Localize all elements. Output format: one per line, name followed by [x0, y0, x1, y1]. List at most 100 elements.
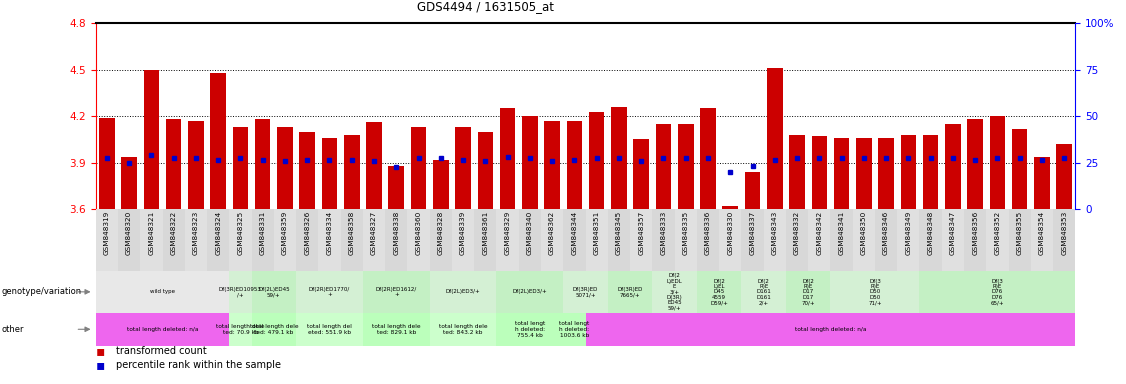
Text: GSM848357: GSM848357	[638, 210, 644, 255]
Text: GSM848320: GSM848320	[126, 210, 132, 255]
Bar	[188, 121, 204, 209]
Bar	[497, 271, 563, 313]
Bar	[254, 119, 270, 209]
Text: GSM848324: GSM848324	[215, 210, 221, 255]
Text: Df(2
R)E
D161
D161
2/+: Df(2 R)E D161 D161 2/+	[757, 278, 771, 305]
Bar	[430, 209, 452, 271]
Text: GSM848345: GSM848345	[616, 210, 622, 255]
Bar	[251, 313, 296, 346]
Text: total lengt
h deleted:
755.4 kb: total lengt h deleted: 755.4 kb	[515, 321, 545, 338]
Bar	[455, 127, 471, 209]
Bar	[118, 209, 141, 271]
Bar	[430, 313, 497, 346]
Text: Df(3
R)E
D50
D50
71/+: Df(3 R)E D50 D50 71/+	[868, 278, 882, 305]
Text: GSM848349: GSM848349	[905, 210, 911, 255]
Bar	[99, 118, 115, 209]
Text: GSM848360: GSM848360	[415, 210, 421, 255]
Bar	[763, 209, 786, 271]
Bar	[652, 271, 697, 313]
Bar	[808, 209, 830, 271]
Bar	[96, 313, 230, 346]
Bar	[674, 209, 697, 271]
Bar	[833, 138, 849, 209]
Bar	[563, 313, 586, 346]
Bar	[162, 209, 185, 271]
Bar	[430, 271, 497, 313]
Bar	[964, 209, 986, 271]
Text: Df(2L)ED3/+: Df(2L)ED3/+	[512, 289, 547, 295]
Text: GSM848328: GSM848328	[438, 210, 444, 255]
Text: GSM848359: GSM848359	[282, 210, 288, 255]
Bar	[96, 271, 230, 313]
Text: Df(2
L)EDL
E
3/+
D(3R)
ED45
59/+: Df(2 L)EDL E 3/+ D(3R) ED45 59/+	[667, 273, 682, 311]
Text: other: other	[1, 325, 24, 334]
Bar	[608, 271, 652, 313]
Text: Df(3R)ED
7665/+: Df(3R)ED 7665/+	[617, 286, 643, 297]
Text: GSM848339: GSM848339	[461, 210, 466, 255]
Bar	[875, 209, 897, 271]
Bar	[296, 271, 363, 313]
Bar	[207, 209, 230, 271]
Text: GSM848351: GSM848351	[593, 210, 600, 255]
Bar	[434, 160, 448, 209]
Bar	[678, 124, 694, 209]
Bar	[497, 209, 519, 271]
Bar	[233, 127, 248, 209]
Bar	[897, 209, 920, 271]
Text: GSM848348: GSM848348	[928, 210, 933, 255]
Bar	[941, 209, 964, 271]
Bar	[251, 271, 296, 313]
Bar	[1012, 129, 1027, 209]
Bar	[185, 209, 207, 271]
Text: Df(2L)ED45
59/+: Df(2L)ED45 59/+	[258, 286, 289, 297]
Text: Df(2R)ED1612/
+: Df(2R)ED1612/ +	[376, 286, 417, 297]
Bar	[901, 135, 917, 209]
Text: GSM848354: GSM848354	[1039, 210, 1045, 255]
Text: Df(2L)ED3/+: Df(2L)ED3/+	[446, 289, 481, 295]
Bar	[741, 271, 786, 313]
Bar	[452, 209, 474, 271]
Bar	[589, 111, 605, 209]
Text: GSM848347: GSM848347	[950, 210, 956, 255]
Bar	[166, 119, 181, 209]
Bar	[274, 209, 296, 271]
Text: GSM848342: GSM848342	[816, 210, 822, 255]
Text: transformed count: transformed count	[116, 346, 207, 356]
Text: total length dele
ted: 70.9 kb: total length dele ted: 70.9 kb	[216, 324, 265, 335]
Bar	[230, 209, 251, 271]
Bar	[789, 135, 805, 209]
Text: GSM848353: GSM848353	[1061, 210, 1067, 255]
Text: GSM848326: GSM848326	[304, 210, 311, 255]
Bar	[856, 138, 872, 209]
Text: GSM848334: GSM848334	[327, 210, 332, 255]
Bar	[652, 209, 674, 271]
Text: GSM848346: GSM848346	[883, 210, 890, 255]
Bar	[967, 119, 983, 209]
Text: GSM848355: GSM848355	[1017, 210, 1022, 255]
Bar	[608, 209, 631, 271]
Text: percentile rank within the sample: percentile rank within the sample	[116, 360, 282, 370]
Text: GSM848331: GSM848331	[260, 210, 266, 255]
Text: genotype/variation: genotype/variation	[1, 287, 81, 296]
Text: Df(3R)ED10953
/+: Df(3R)ED10953 /+	[218, 286, 262, 297]
Bar	[741, 209, 763, 271]
Bar	[563, 209, 586, 271]
Bar	[540, 209, 563, 271]
Text: Df(2
L)EL
D45
4559
D59/+: Df(2 L)EL D45 4559 D59/+	[711, 278, 729, 305]
Text: GSM848329: GSM848329	[504, 210, 510, 255]
Bar	[366, 122, 382, 209]
Bar	[144, 70, 159, 209]
Text: GSM848332: GSM848332	[794, 210, 801, 255]
Bar	[1030, 209, 1053, 271]
Text: GSM848344: GSM848344	[571, 210, 578, 255]
Text: GSM848330: GSM848330	[727, 210, 733, 255]
Bar	[563, 271, 608, 313]
Bar	[852, 209, 875, 271]
Text: GSM848319: GSM848319	[104, 210, 110, 255]
Bar	[586, 209, 608, 271]
Bar	[300, 132, 315, 209]
Text: GSM848333: GSM848333	[661, 210, 667, 255]
Bar	[697, 271, 741, 313]
Bar	[251, 209, 274, 271]
Text: GSM848323: GSM848323	[193, 210, 199, 255]
